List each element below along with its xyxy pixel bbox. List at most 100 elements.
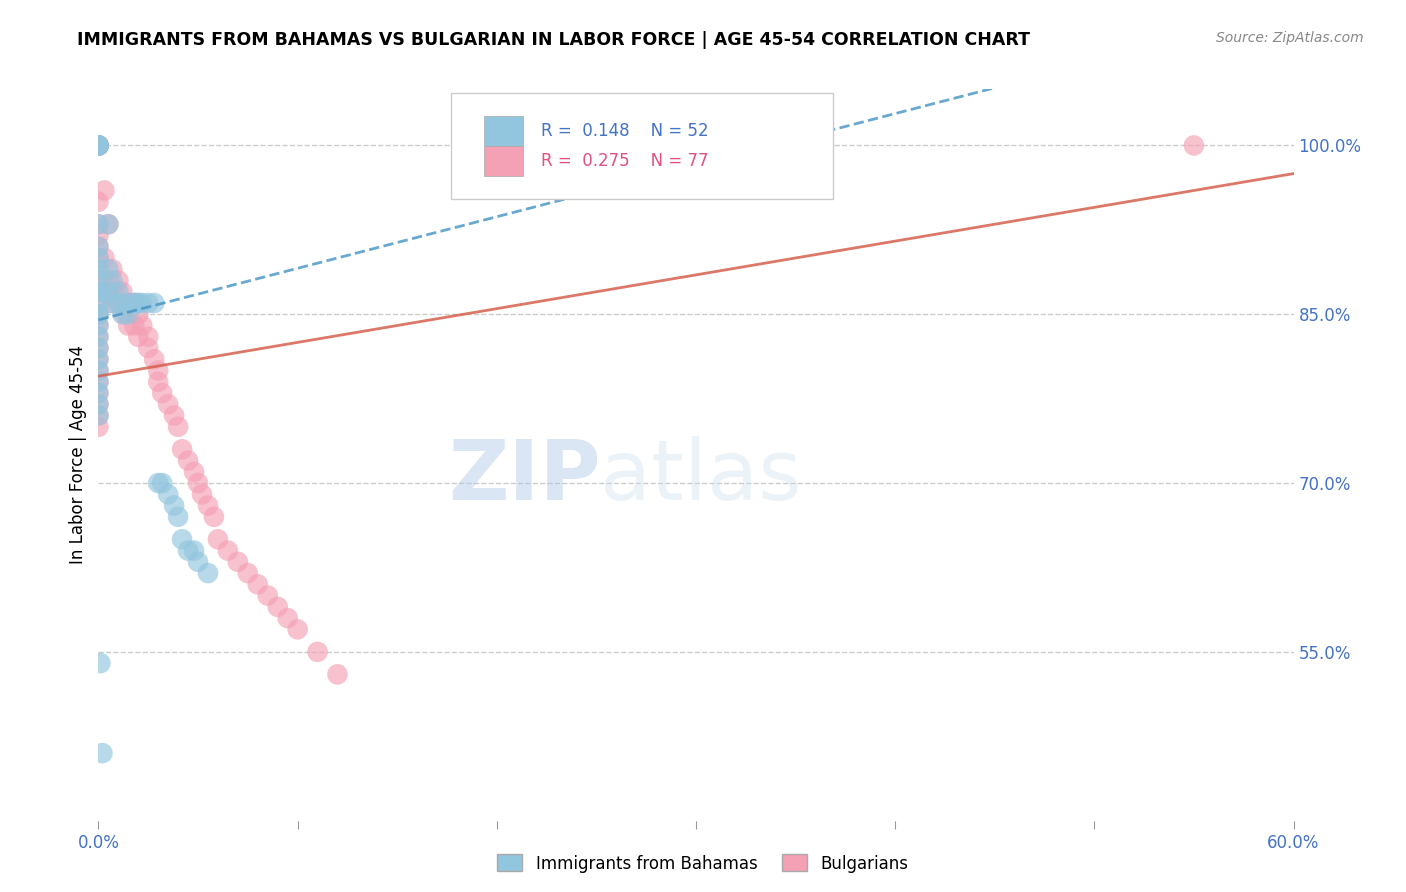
Point <box>87 296 110 310</box>
Point <box>87 330 110 344</box>
Point <box>136 296 159 310</box>
Point <box>101 273 124 287</box>
Text: Source: ZipAtlas.com: Source: ZipAtlas.com <box>1216 31 1364 45</box>
Point <box>97 262 120 277</box>
Point <box>177 543 200 558</box>
Point <box>87 386 110 401</box>
Point <box>89 656 111 670</box>
Point <box>93 251 115 265</box>
Point <box>87 138 110 153</box>
Text: ZIP: ZIP <box>449 436 600 517</box>
Text: R =  0.275    N = 77: R = 0.275 N = 77 <box>541 152 709 169</box>
Point <box>87 240 110 254</box>
Point <box>87 138 110 153</box>
Point <box>107 273 129 287</box>
Point <box>87 296 110 310</box>
Point <box>131 296 153 310</box>
Point <box>157 487 180 501</box>
Point <box>87 307 110 321</box>
Point <box>167 419 190 434</box>
Point <box>202 509 225 524</box>
Point <box>87 138 110 153</box>
Point <box>111 307 134 321</box>
Point <box>131 318 153 333</box>
Point <box>87 228 110 243</box>
Point <box>117 296 139 310</box>
Point <box>172 442 194 457</box>
Point <box>172 533 194 547</box>
Point <box>91 746 114 760</box>
Point <box>167 509 190 524</box>
Point <box>107 285 129 299</box>
Point <box>87 138 110 153</box>
Point <box>97 285 120 299</box>
Point <box>87 240 110 254</box>
Point <box>87 138 110 153</box>
Point <box>87 217 110 231</box>
Point <box>87 194 110 209</box>
Point <box>101 262 124 277</box>
Point <box>87 138 110 153</box>
Point <box>87 138 110 153</box>
Point <box>307 645 329 659</box>
Point <box>87 138 110 153</box>
Point <box>217 543 239 558</box>
Point <box>87 273 110 287</box>
Point <box>87 352 110 367</box>
Point <box>148 375 170 389</box>
Point <box>197 499 219 513</box>
Text: IMMIGRANTS FROM BAHAMAS VS BULGARIAN IN LABOR FORCE | AGE 45-54 CORRELATION CHAR: IMMIGRANTS FROM BAHAMAS VS BULGARIAN IN … <box>77 31 1031 49</box>
Point <box>87 363 110 377</box>
Point <box>87 341 110 355</box>
Point <box>87 375 110 389</box>
Point <box>236 566 259 580</box>
Point <box>143 352 166 367</box>
Bar <box>485 145 523 177</box>
Point <box>87 307 110 321</box>
Point <box>136 330 159 344</box>
Point <box>87 285 110 299</box>
Point <box>124 296 146 310</box>
Legend: Immigrants from Bahamas, Bulgarians: Immigrants from Bahamas, Bulgarians <box>491 847 915 880</box>
Point <box>124 296 146 310</box>
Text: R =  0.148    N = 52: R = 0.148 N = 52 <box>541 122 709 140</box>
Point <box>117 318 139 333</box>
Point <box>87 138 110 153</box>
Point <box>124 318 146 333</box>
Point <box>150 476 173 491</box>
Y-axis label: In Labor Force | Age 45-54: In Labor Force | Age 45-54 <box>69 345 87 565</box>
Point <box>1182 138 1205 153</box>
Point <box>87 138 110 153</box>
Point <box>143 296 166 310</box>
Point <box>177 453 200 467</box>
Point <box>187 555 209 569</box>
Point <box>150 386 173 401</box>
Point <box>127 330 149 344</box>
Point <box>148 363 170 377</box>
Point <box>246 577 269 591</box>
Point <box>87 251 110 265</box>
Point <box>112 307 135 321</box>
Point <box>87 318 110 333</box>
Point <box>163 409 186 423</box>
Point <box>117 307 139 321</box>
Point <box>267 599 290 614</box>
Point <box>127 296 149 310</box>
Text: atlas: atlas <box>600 436 801 517</box>
Point <box>87 138 110 153</box>
Point <box>87 409 110 423</box>
Point <box>87 307 110 321</box>
Point <box>87 251 110 265</box>
Point <box>127 307 149 321</box>
Point <box>87 375 110 389</box>
Point <box>103 285 125 299</box>
Point <box>107 296 129 310</box>
Point <box>87 138 110 153</box>
Point <box>87 341 110 355</box>
Point <box>87 285 110 299</box>
Point <box>87 352 110 367</box>
Point <box>101 296 124 310</box>
Point <box>87 285 110 299</box>
Point <box>107 296 129 310</box>
Point <box>326 667 349 681</box>
